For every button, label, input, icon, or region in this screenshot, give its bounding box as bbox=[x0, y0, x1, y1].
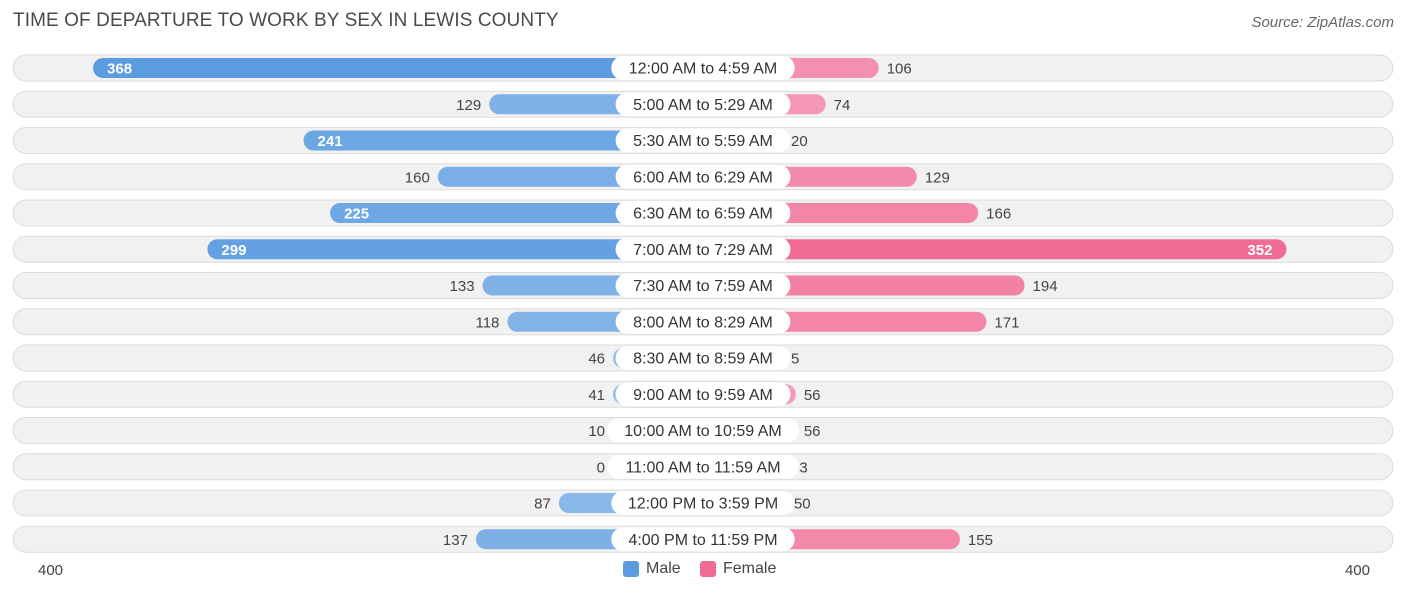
data-label-female: 56 bbox=[804, 387, 821, 404]
category-label-bg bbox=[615, 382, 791, 407]
category-label-bg bbox=[611, 56, 795, 80]
bar-male bbox=[207, 239, 703, 260]
bar-male bbox=[93, 58, 704, 78]
category-label-bg bbox=[607, 418, 799, 443]
data-label-male: 0 bbox=[597, 459, 605, 476]
data-label-male: 299 bbox=[221, 242, 246, 259]
data-label-female: 194 bbox=[1033, 278, 1058, 295]
category-label: 4:00 PM to 11:59 PM bbox=[628, 532, 777, 549]
legend: Male Female bbox=[0, 560, 1406, 582]
legend-label-male: Male bbox=[646, 560, 681, 577]
category-label-bg bbox=[611, 527, 795, 552]
data-label-female: 20 bbox=[791, 133, 808, 150]
data-label-female: 155 bbox=[968, 532, 993, 549]
data-label-female: 56 bbox=[804, 423, 821, 440]
bar-female bbox=[703, 239, 1287, 260]
data-label-male: 241 bbox=[318, 133, 343, 150]
chart-source: Source: ZipAtlas.com bbox=[1251, 14, 1394, 31]
category-label: 5:30 AM to 5:59 AM bbox=[633, 133, 773, 150]
category-label: 7:30 AM to 7:59 AM bbox=[633, 278, 773, 295]
data-label-male: 225 bbox=[344, 206, 369, 223]
legend-item-male[interactable]: Male bbox=[623, 560, 681, 578]
data-label-male: 10 bbox=[588, 423, 605, 440]
category-label: 12:00 AM to 4:59 AM bbox=[629, 61, 778, 78]
data-label-female: 352 bbox=[1247, 242, 1272, 259]
category-label: 10:00 AM to 10:59 AM bbox=[624, 423, 781, 440]
data-label-male: 118 bbox=[475, 314, 499, 331]
legend-item-female[interactable]: Female bbox=[700, 560, 776, 578]
data-label-female: 129 bbox=[925, 169, 950, 186]
category-label: 11:00 AM to 11:59 AM bbox=[625, 459, 780, 476]
bar-male bbox=[303, 130, 703, 151]
category-label-bg bbox=[615, 201, 791, 225]
category-label-bg bbox=[615, 273, 791, 298]
axis-tick-right: 400 bbox=[1344, 562, 1370, 579]
data-label-male: 129 bbox=[456, 97, 481, 114]
category-label: 5:00 AM to 5:29 AM bbox=[633, 97, 773, 114]
data-label-female: 5 bbox=[791, 351, 799, 368]
data-label-male: 87 bbox=[534, 496, 551, 513]
chart-title: TIME OF DEPARTURE TO WORK BY SEX IN LEWI… bbox=[13, 10, 559, 31]
legend-label-female: Female bbox=[723, 560, 777, 577]
bar-male bbox=[330, 203, 703, 223]
category-label-bg bbox=[615, 237, 791, 262]
category-label-bg bbox=[615, 92, 791, 117]
category-label: 6:30 AM to 6:59 AM bbox=[633, 206, 773, 223]
data-label-male: 368 bbox=[107, 61, 132, 78]
category-label-bg bbox=[615, 164, 791, 189]
data-label-female: 50 bbox=[794, 496, 811, 513]
category-label: 8:00 AM to 8:29 AM bbox=[633, 314, 773, 331]
category-label-bg bbox=[611, 491, 795, 515]
category-label-bg bbox=[615, 128, 791, 153]
category-label: 8:30 AM to 8:59 AM bbox=[633, 351, 773, 368]
category-label: 6:00 AM to 6:29 AM bbox=[633, 169, 773, 186]
data-label-female: 166 bbox=[986, 206, 1011, 223]
legend-swatch-male bbox=[623, 561, 639, 577]
data-label-male: 41 bbox=[588, 387, 605, 404]
category-label-bg bbox=[615, 309, 791, 334]
category-label: 7:00 AM to 7:29 AM bbox=[633, 242, 773, 259]
category-label-bg bbox=[615, 346, 791, 370]
data-label-female: 74 bbox=[834, 97, 851, 114]
legend-swatch-female bbox=[700, 561, 716, 577]
data-label-female: 106 bbox=[887, 61, 912, 78]
data-label-male: 160 bbox=[405, 169, 430, 186]
category-label-bg bbox=[607, 454, 799, 479]
data-label-male: 133 bbox=[450, 278, 475, 295]
data-label-male: 46 bbox=[588, 351, 605, 368]
category-label: 12:00 PM to 3:59 PM bbox=[628, 496, 778, 513]
data-label-female: 171 bbox=[994, 314, 1019, 331]
category-label: 9:00 AM to 9:59 AM bbox=[633, 387, 773, 404]
axis-tick-left: 400 bbox=[38, 562, 64, 579]
data-label-male: 137 bbox=[443, 532, 468, 549]
